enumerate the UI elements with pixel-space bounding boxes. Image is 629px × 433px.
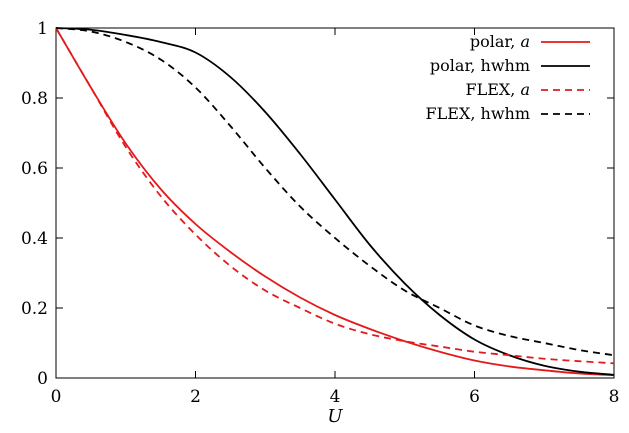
y-tick-label: 0.4 xyxy=(21,229,48,249)
y-tick-label: 0.8 xyxy=(21,89,48,109)
x-tick-label: 8 xyxy=(609,387,620,407)
x-tick-label: 4 xyxy=(330,387,341,407)
series-line-4 xyxy=(55,27,615,357)
series-line-3 xyxy=(55,27,615,365)
y-tick-label: 0 xyxy=(37,369,48,389)
series-line-1 xyxy=(55,27,615,377)
x-tick-label: 0 xyxy=(51,387,62,407)
legend-label: polar, hwhm xyxy=(430,56,530,75)
series-layer xyxy=(55,27,615,377)
legend-label: polar, a xyxy=(470,32,530,51)
x-tick-label: 6 xyxy=(469,387,480,407)
legend-label: FLEX, hwhm xyxy=(426,104,530,123)
legend-label: FLEX, a xyxy=(465,80,530,99)
x-tick-labels: 0 2 4 6 8 xyxy=(51,387,620,407)
axis-ticks xyxy=(55,27,615,379)
x-tick-label: 2 xyxy=(190,387,201,407)
plot-frame xyxy=(55,27,615,379)
y-tick-label: 1 xyxy=(37,19,48,39)
legend: polar, a polar, hwhm FLEX, a FLEX, hwhm xyxy=(426,32,590,123)
y-tick-label: 0.2 xyxy=(21,299,48,319)
x-axis-title: U xyxy=(327,406,343,427)
series-line-2 xyxy=(55,27,615,376)
y-tick-labels: 0 0.2 0.4 0.6 0.8 1 xyxy=(21,19,48,389)
y-tick-label: 0.6 xyxy=(21,159,48,179)
